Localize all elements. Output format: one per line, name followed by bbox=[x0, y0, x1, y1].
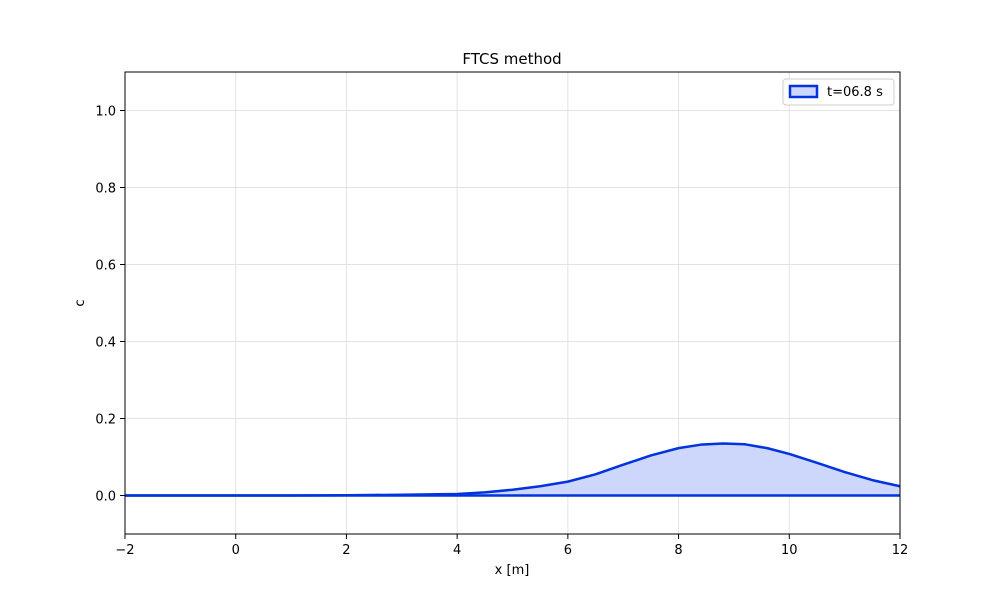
y-axis-label: c bbox=[73, 299, 88, 306]
x-tick-label: 2 bbox=[342, 543, 350, 558]
series-line bbox=[125, 442, 901, 497]
x-tick-label: 8 bbox=[674, 543, 682, 558]
x-tick-label: 0 bbox=[232, 543, 240, 558]
series-area bbox=[125, 443, 900, 496]
x-tick-label: −2 bbox=[115, 543, 134, 558]
chart-title: FTCS method bbox=[462, 50, 561, 68]
y-tick-label: 0.8 bbox=[95, 182, 116, 197]
legend: t=06.8 s bbox=[782, 78, 895, 106]
x-tick-label: 6 bbox=[564, 543, 572, 558]
y-tick-label: 0.0 bbox=[95, 490, 116, 505]
y-tick-label: 0.6 bbox=[95, 259, 116, 274]
legend-swatch bbox=[788, 84, 819, 99]
y-tick-label: 1.0 bbox=[95, 105, 116, 120]
legend-label: t=06.8 s bbox=[827, 85, 883, 100]
plot-frame bbox=[124, 71, 901, 535]
y-tick-label: 0.2 bbox=[95, 413, 116, 428]
x-axis-label: x [m] bbox=[495, 563, 530, 578]
x-tick-label: 10 bbox=[781, 543, 798, 558]
series-layer bbox=[125, 442, 901, 497]
x-tick-label: 12 bbox=[892, 543, 909, 558]
y-tick-label: 0.4 bbox=[95, 336, 116, 351]
ticks: −2 0 2 4 6 8 10 12 0.0 0.2 0.4 0.6 0.8 1.0 bbox=[95, 105, 908, 559]
x-tick-label: 4 bbox=[453, 543, 461, 558]
